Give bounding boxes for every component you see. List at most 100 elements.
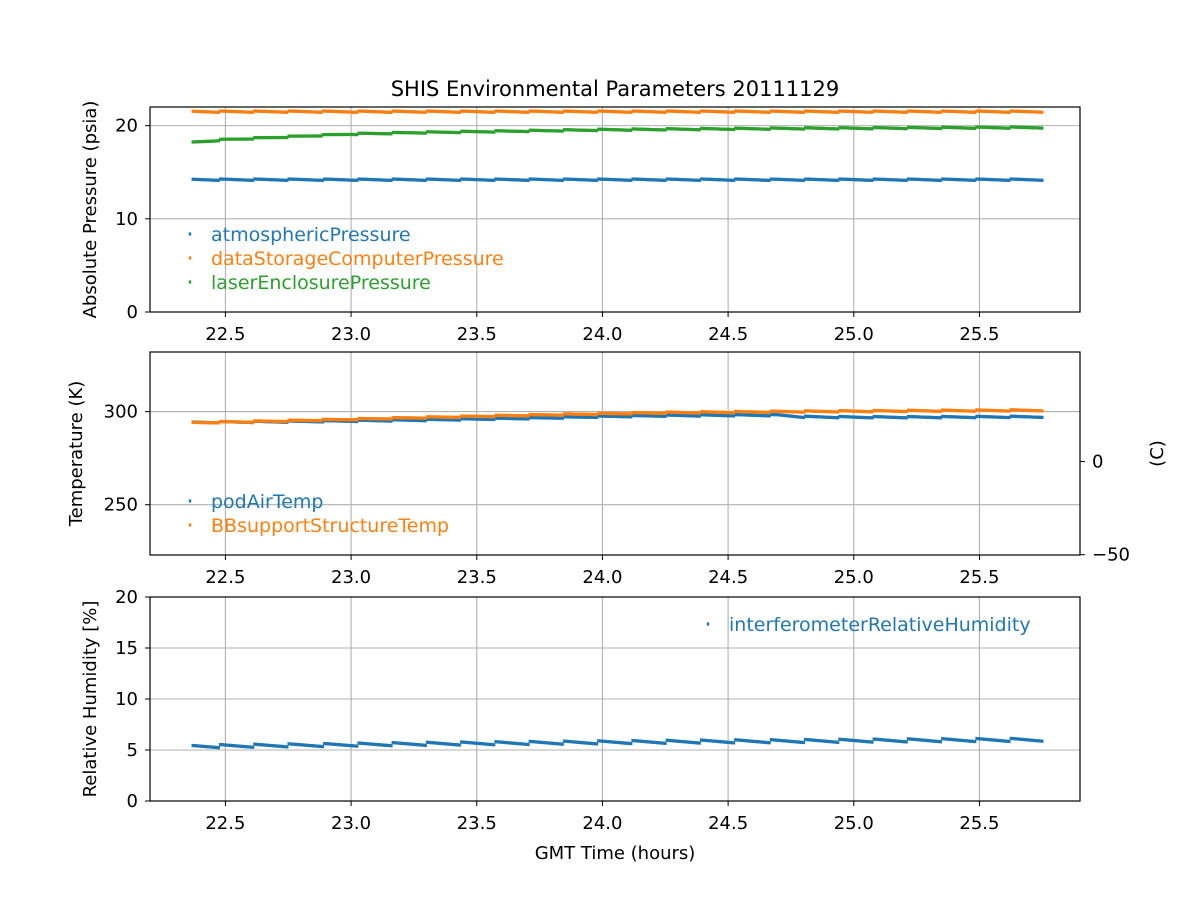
data-point (623, 412, 626, 416)
data-point (853, 738, 856, 743)
data-point (888, 178, 892, 182)
data-point (372, 131, 375, 136)
data-point (360, 177, 363, 181)
data-point (964, 178, 967, 182)
data-point (523, 178, 526, 182)
data-point (786, 414, 789, 418)
data-point (883, 126, 886, 130)
data-point (916, 126, 919, 130)
data-point (846, 109, 849, 113)
data-point (935, 110, 938, 114)
data-point (605, 109, 608, 113)
data-point (658, 411, 662, 415)
data-point (343, 132, 347, 137)
data-point (731, 110, 734, 114)
data-point (572, 177, 575, 181)
data-point (479, 417, 482, 421)
data-point (553, 129, 556, 133)
data-point (830, 740, 833, 744)
data-point (919, 409, 922, 413)
data-point (283, 745, 286, 749)
data-point (843, 109, 847, 113)
data-point (480, 178, 484, 182)
data-point (805, 109, 808, 113)
data-point (213, 421, 216, 425)
data-point (473, 417, 477, 421)
data-point (297, 418, 300, 422)
data-point (797, 410, 800, 414)
data-point (455, 130, 459, 135)
data-point (694, 178, 697, 182)
data-point (658, 178, 662, 182)
data-point (317, 744, 320, 748)
data-point (362, 177, 366, 181)
data-point (432, 417, 436, 422)
data-point (768, 127, 771, 131)
data-point (741, 413, 744, 417)
data-point (513, 178, 516, 182)
data-point (487, 130, 490, 134)
data-point (865, 416, 869, 420)
data-point (743, 413, 747, 417)
data-point (879, 738, 882, 742)
data-point (323, 417, 326, 421)
data-point (453, 742, 456, 747)
data-point (409, 742, 412, 746)
data-point (780, 739, 784, 743)
data-point (594, 178, 597, 182)
data-point (603, 177, 607, 181)
data-point (872, 408, 875, 413)
data-point (647, 411, 651, 415)
data-point (932, 178, 936, 182)
data-point (978, 125, 981, 129)
data-point (658, 414, 662, 418)
data-point (978, 414, 981, 419)
data-point (767, 741, 770, 745)
data-point (429, 109, 433, 113)
data-point (371, 109, 374, 114)
data-point (828, 178, 832, 182)
data-point (556, 416, 559, 420)
data-point (1013, 125, 1017, 129)
data-point (203, 421, 207, 425)
data-point (235, 744, 238, 748)
data-point (288, 742, 292, 746)
data-point (383, 743, 386, 747)
data-point (1009, 177, 1012, 181)
data-point (969, 409, 973, 413)
data-point (991, 110, 995, 114)
data-point (978, 177, 981, 181)
data-point (418, 416, 422, 420)
data-point (272, 135, 275, 140)
data-point (495, 129, 499, 133)
data-point (388, 744, 392, 748)
data-point (816, 177, 819, 182)
data-point (945, 408, 948, 412)
data-point (1012, 414, 1015, 418)
data-point (434, 741, 437, 745)
data-point (201, 110, 204, 114)
data-point (231, 743, 234, 748)
data-point (947, 109, 951, 113)
data-point (921, 126, 925, 130)
data-point (953, 415, 956, 419)
data-point (609, 127, 612, 132)
data-point (934, 409, 937, 413)
data-point (514, 414, 518, 418)
data-point (294, 418, 297, 422)
data-point (771, 177, 774, 181)
data-point (941, 125, 944, 129)
data-point (258, 136, 262, 140)
data-point (820, 409, 823, 414)
data-point (542, 740, 545, 745)
data-point (458, 743, 462, 747)
data-point (327, 132, 330, 137)
data-point (575, 128, 578, 132)
data-point (821, 415, 825, 419)
data-point (730, 414, 733, 418)
data-point (283, 110, 286, 114)
data-point (636, 177, 640, 181)
data-point (372, 417, 375, 421)
data-point (899, 409, 903, 413)
data-point (414, 178, 418, 182)
